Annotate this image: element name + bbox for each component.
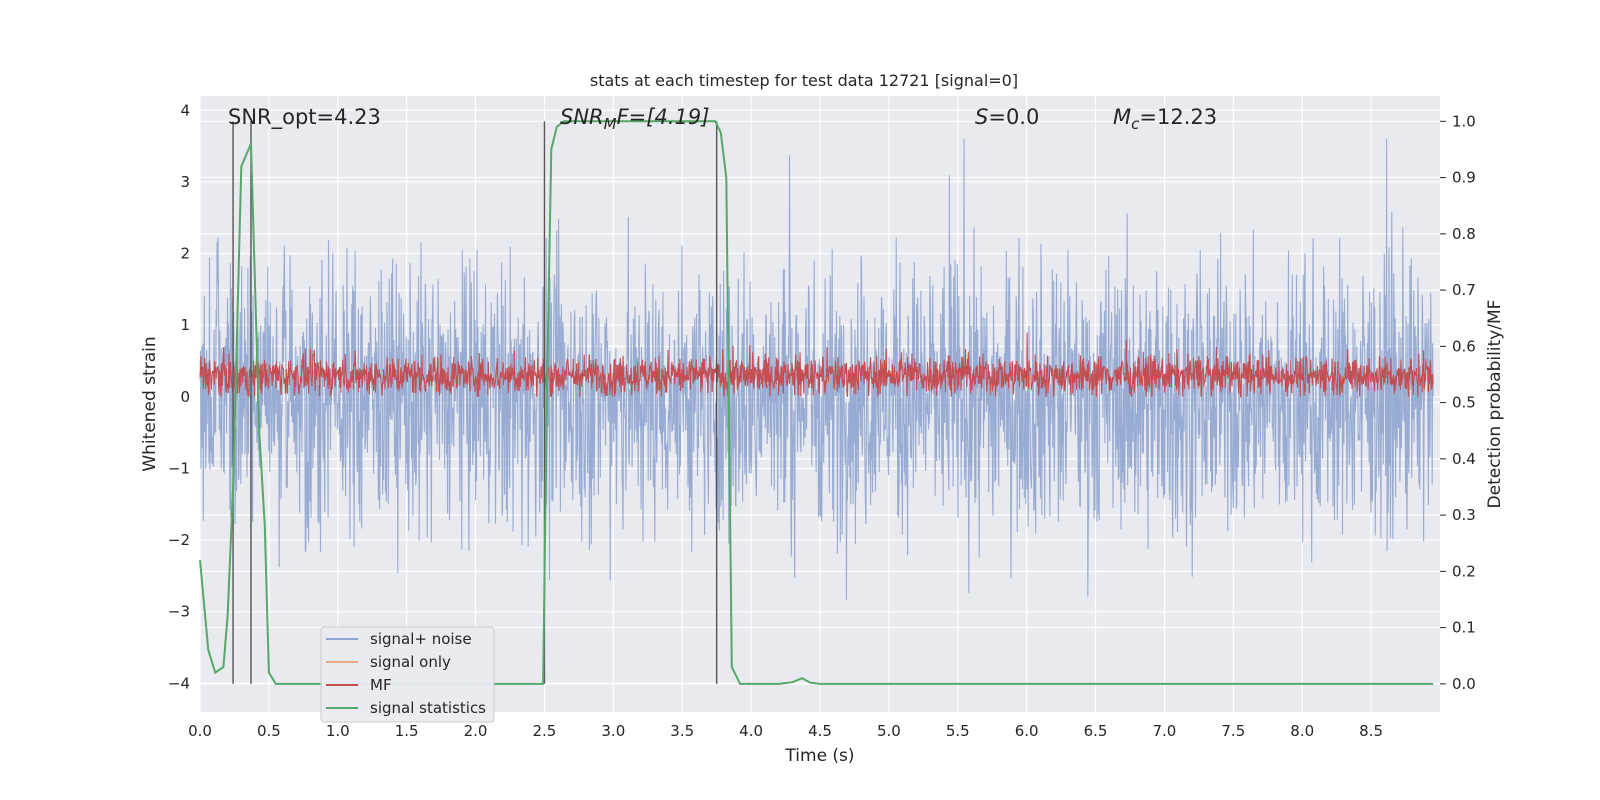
legend-label-signal-only: signal only <box>370 653 451 671</box>
x-tick-label: 6.5 <box>1084 722 1108 740</box>
legend-label-signal-statistics: signal statistics <box>370 699 486 717</box>
annotation-snr-opt: SNR_opt=4.23 <box>228 105 381 130</box>
annotation-s: S=0.0 <box>975 105 1039 129</box>
right-y-tick-label: 0.9 <box>1452 169 1476 187</box>
x-tick-label: 5.5 <box>946 722 970 740</box>
annotation-mc: Mc=12.23 <box>1113 105 1217 133</box>
x-tick-label: 2.0 <box>464 722 488 740</box>
right-y-tick-label: 0.2 <box>1452 562 1476 580</box>
x-tick-label: 0.0 <box>188 722 212 740</box>
series-signal-statistics <box>199 120 1434 685</box>
line-signal-noise <box>199 138 1434 601</box>
y-tick-label: −1 <box>168 459 190 477</box>
x-tick-label: 8.0 <box>1290 722 1314 740</box>
right-y-tick-label: 0.8 <box>1452 225 1476 243</box>
legend-label-signal-noise: signal+ noise <box>370 630 472 648</box>
x-tick-label: 0.5 <box>257 722 281 740</box>
line-mf <box>199 332 1434 398</box>
x-tick-label: 5.0 <box>877 722 901 740</box>
y-tick-label: −4 <box>168 674 190 692</box>
x-tick-labels: 0.0 0.5 1.0 1.5 2.0 2.5 3.0 3.5 4.0 4.5 5.0 5.5 6.0 6… <box>188 722 1383 740</box>
legend-label-mf: MF <box>370 676 392 694</box>
right-y-tick-labels: 0.0 0.1 0.2 0.3 0.4 0.5 0.6 0.7 0.8 0.9 1.0 <box>1440 112 1476 693</box>
series-mf <box>199 332 1434 398</box>
right-y-tick-label: 0.6 <box>1452 337 1476 355</box>
y-tick-label: 4 <box>180 101 190 119</box>
x-tick-label: 3.0 <box>601 722 625 740</box>
y-tick-label: 0 <box>180 388 190 406</box>
chart-title: stats at each timestep for test data 127… <box>590 71 1018 90</box>
y-tick-label: 3 <box>180 173 190 191</box>
y-tick-label: −3 <box>168 603 190 621</box>
legend: signal+ noise signal only MF signal stat… <box>320 626 495 723</box>
right-y-tick-label: 0.4 <box>1452 450 1476 468</box>
legend-box <box>320 626 495 723</box>
right-y-axis-label: Detection probability/MF <box>1485 300 1505 509</box>
vertical-markers <box>232 121 718 684</box>
line-signal-statistics <box>199 120 1434 685</box>
series-signal-noise <box>199 138 1434 601</box>
x-tick-label: 2.5 <box>533 722 557 740</box>
x-tick-label: 4.5 <box>808 722 832 740</box>
right-y-tick-label: 0.0 <box>1452 675 1476 693</box>
y-tick-label: 2 <box>180 245 190 263</box>
x-tick-label: 1.0 <box>326 722 350 740</box>
x-tick-label: 6.0 <box>1015 722 1039 740</box>
x-tick-label: 3.5 <box>670 722 694 740</box>
y-tick-label: 1 <box>180 316 190 334</box>
right-y-tick-label: 0.3 <box>1452 506 1476 524</box>
annotation-snr-mf: SNRMF=[4.19] <box>560 105 709 133</box>
x-axis-label: Time (s) <box>784 746 854 766</box>
right-y-tick-label: 1.0 <box>1452 112 1476 130</box>
x-tick-label: 1.5 <box>395 722 419 740</box>
x-tick-label: 8.5 <box>1359 722 1383 740</box>
x-tick-label: 4.0 <box>739 722 763 740</box>
y-axis-label: Whitened strain <box>140 336 160 471</box>
x-tick-label: 7.5 <box>1221 722 1245 740</box>
y-tick-labels: −4 −3 −2 −1 0 1 2 3 4 <box>168 101 190 692</box>
x-tick-label: 7.0 <box>1153 722 1177 740</box>
right-y-tick-label: 0.7 <box>1452 281 1476 299</box>
right-y-tick-label: 0.5 <box>1452 394 1476 412</box>
right-y-tick-label: 0.1 <box>1452 619 1476 637</box>
y-tick-label: −2 <box>168 531 190 549</box>
